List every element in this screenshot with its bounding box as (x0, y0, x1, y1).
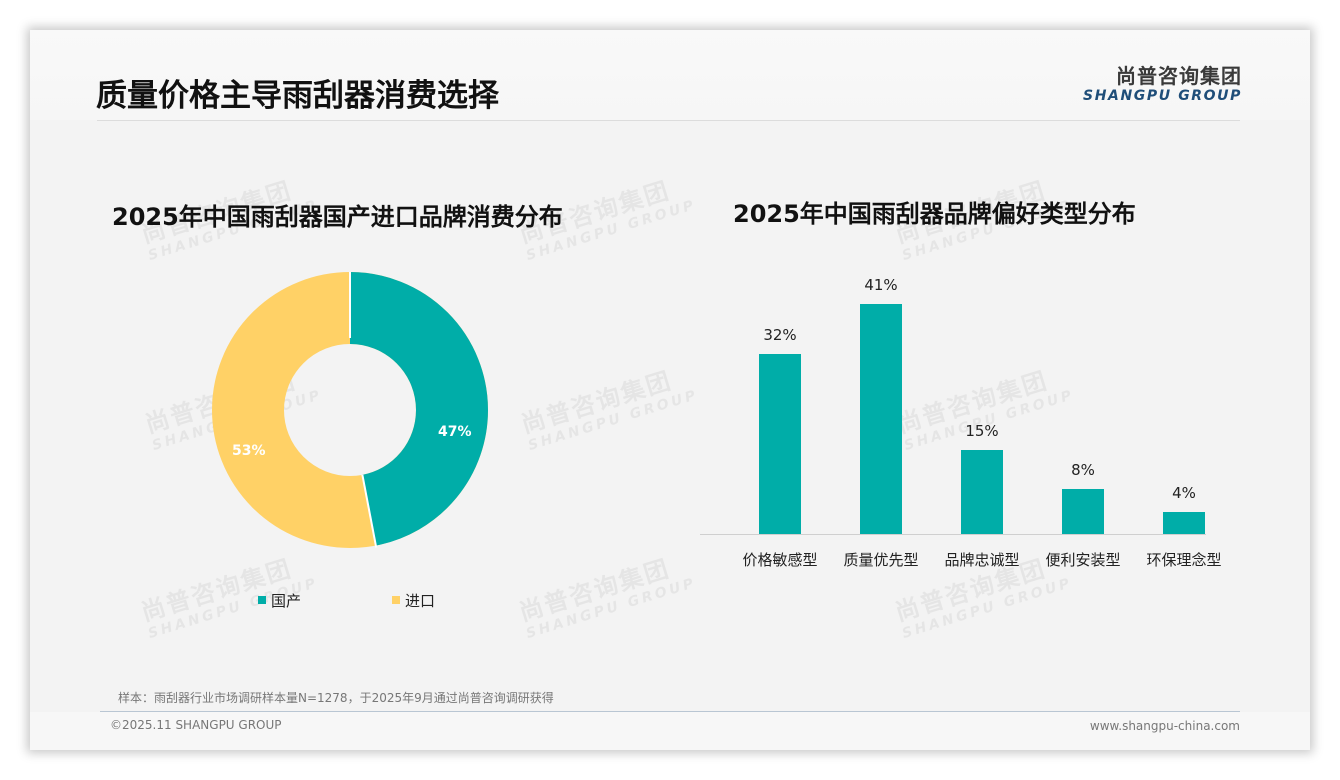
bar-category-label: 价格敏感型 (742, 551, 818, 569)
bar-category-label: 品牌忠诚型 (944, 551, 1020, 569)
bar-value-label: 32% (763, 326, 797, 345)
legend-label: 进口 (405, 591, 436, 610)
website-link[interactable]: www.shangpu-china.com (1089, 719, 1240, 733)
watermark: 尚普咨询集团 SHANGPU GROUP (516, 554, 699, 643)
bar-brand-loyal[interactable] (961, 449, 1003, 534)
bar-value-label: 41% (864, 276, 898, 294)
legend-swatch-teal (258, 596, 266, 604)
bar-price-sensitive[interactable] (759, 354, 801, 534)
sample-note: 样本：雨刮器行业市场调研样本量N=1278，于2025年9月通过尚普咨询调研获得 (118, 691, 554, 705)
bar-category-label: 环保理念型 (1146, 551, 1222, 569)
bar-value-label: 4% (1172, 483, 1196, 502)
donut-label-domestic: 47% (438, 424, 472, 440)
page-title: 质量价格主导雨刮器消费选择 (96, 78, 499, 114)
bar-value-label: 15% (965, 421, 999, 440)
title-divider (97, 120, 1240, 121)
bar-value-label: 8% (1071, 461, 1095, 480)
logo-chinese-text: 尚普咨询集团 (1116, 64, 1242, 88)
bar-quality-first[interactable] (860, 304, 902, 534)
header-band (30, 30, 1310, 120)
legend-label: 国产 (271, 591, 302, 610)
legend-item-imported: 进口 (392, 590, 435, 610)
slide: 尚普咨询集团 SHANGPU GROUP 尚普咨询集团 SHANGPU GROU… (30, 30, 1310, 750)
logo-english-text: SHANGPU GROUP (1083, 88, 1242, 104)
footer-divider (100, 711, 1240, 712)
donut-svg (212, 272, 488, 548)
legend-item-domestic: 国产 (258, 590, 301, 610)
bar-eco-conscious[interactable] (1163, 511, 1205, 534)
bar-chart: 32% 价格敏感型 41% 质量优先型 15% 品牌忠诚型 8% 便利安装型 4… (700, 260, 1222, 610)
donut-chart-title: 2025年中国雨刮器国产进口品牌消费分布 (112, 203, 563, 231)
legend-swatch-yellow (392, 596, 400, 604)
bar-easy-install[interactable] (1062, 489, 1104, 534)
bar-chart-title: 2025年中国雨刮器品牌偏好类型分布 (733, 200, 1136, 228)
company-logo: 尚普咨询集团 SHANGPU GROUP (1082, 64, 1242, 104)
donut-chart: 47% 53% (210, 270, 490, 550)
donut-label-imported: 53% (232, 443, 266, 459)
copyright-text: ©2025.11 SHANGPU GROUP (110, 718, 282, 732)
watermark: 尚普咨询集团 SHANGPU GROUP (518, 366, 701, 455)
bar-category-label: 便利安装型 (1045, 551, 1121, 569)
bar-category-label: 质量优先型 (843, 551, 919, 569)
slice-separator (361, 474, 378, 548)
x-axis-line (700, 534, 1206, 535)
footer-band (30, 712, 1310, 750)
